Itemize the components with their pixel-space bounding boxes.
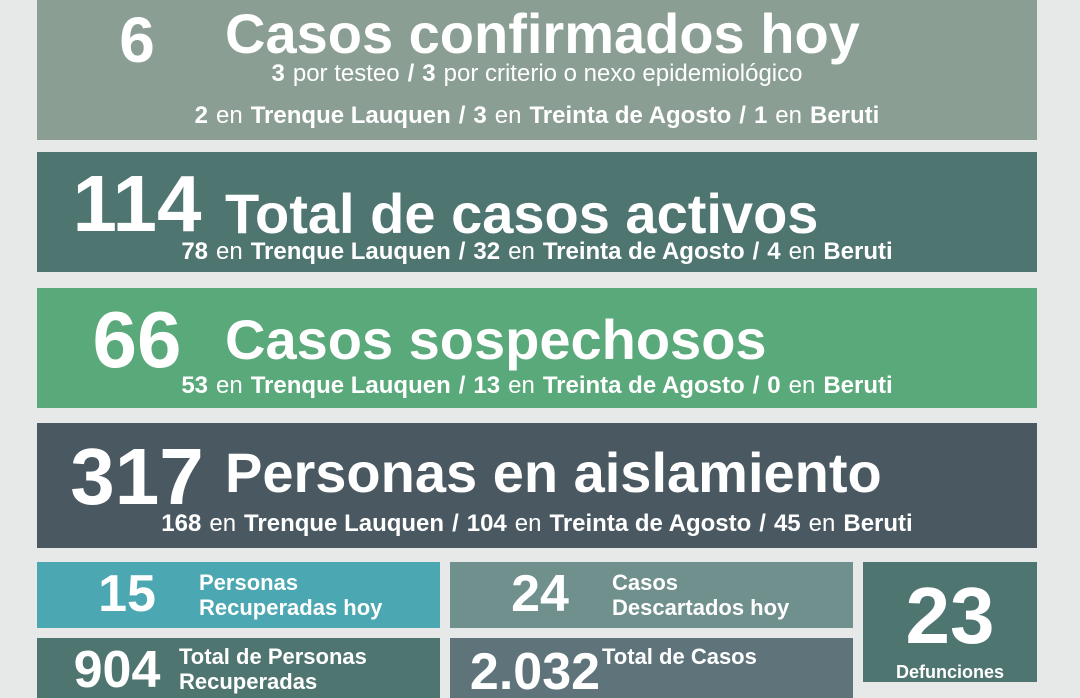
detail-segment: en — [788, 238, 816, 265]
detail-segment: 13 — [473, 372, 501, 399]
stat-label: Total de Personas — [179, 644, 367, 669]
panel-title: Total de casos activos — [225, 182, 819, 245]
detail-line: 78 en Trenque Lauquen / 32 en Treinta de Agost… — [37, 240, 1037, 264]
detail-segment: Beruti — [843, 510, 913, 537]
stat-label: Recuperadas hoy — [199, 595, 383, 620]
detail-segment: / — [752, 238, 760, 265]
detail-segment: / — [739, 102, 746, 129]
detail-line: 2 en Trenque Lauquen / 3 en Treinta de Agosto /… — [37, 104, 1037, 128]
detail-segment: 78 — [181, 238, 209, 265]
detail-segment: en — [508, 372, 535, 399]
detail-segment: Trenque Lauquen — [250, 238, 451, 265]
detail-segment: / — [458, 238, 466, 265]
detail-segment: en — [514, 510, 542, 537]
detail-segment: / — [407, 60, 415, 87]
panel-number: 66 — [92, 295, 182, 384]
detail-segment: / — [458, 372, 466, 399]
detail-segment: 1 — [753, 102, 768, 129]
detail-segment: / — [752, 372, 760, 399]
panel: 6 Casos confirmados hoy 3 por testeo/3 por c… — [37, 0, 1037, 140]
stat-number: 2.032 — [469, 643, 601, 698]
stat-number: 24 — [511, 565, 569, 623]
detail-segment: 53 — [181, 372, 209, 399]
detail-line: 53 en Trenque Lauquen / 13 en Treinta de Agost… — [37, 374, 1037, 398]
stat-box: 2.032 Total de Casos — [450, 638, 853, 698]
detail-line: 168 en Trenque Lauquen / 104 en Treinta de Ago… — [37, 512, 1037, 536]
stat-number: 904 — [73, 641, 161, 698]
stat-box: 904 Total de Personas Recuperadas — [37, 638, 440, 698]
detail-segment: en — [788, 372, 816, 399]
detail-segment: Treinta de Agosto — [542, 238, 745, 265]
panel: 114 Total de casos activos 78 en Trenque Lau… — [37, 152, 1037, 272]
stat-label: Recuperadas — [179, 669, 318, 694]
detail-segment: en — [209, 510, 237, 537]
detail-segment: por testeo — [292, 60, 400, 87]
stat-box: 24 Casos Descartados hoy — [450, 562, 853, 628]
panel-title: Personas en aislamiento — [225, 441, 882, 504]
stat-box: 15 Personas Recuperadas hoy — [37, 562, 440, 628]
stat-label: Personas — [199, 570, 299, 595]
panel: 66 Casos sospechosos 53 en Trenque Lauquen / 1… — [37, 288, 1037, 408]
detail-segment: Beruti — [810, 102, 880, 129]
stat-label: Total de Casos — [602, 644, 757, 669]
detail-segment: en — [216, 372, 243, 399]
detail-segment: 3 — [271, 60, 285, 87]
detail-segment: 3 — [473, 102, 487, 129]
detail-segment: en — [494, 102, 522, 129]
detail-segment: Treinta de Agosto — [542, 372, 745, 399]
detail-segment: 3 — [422, 60, 436, 87]
stat-box: 23 Defunciones — [863, 562, 1037, 682]
detail-segment: en — [775, 102, 802, 129]
detail-segment: / — [458, 102, 466, 129]
panel-number: 6 — [119, 4, 155, 76]
panel-number: 114 — [72, 159, 202, 248]
detail-segment: Trenque Lauquen — [244, 510, 445, 537]
detail-segment: Trenque Lauquen — [250, 102, 451, 129]
detail-segment: 4 — [767, 238, 781, 265]
stat-number: 23 — [905, 571, 995, 660]
detail-segment: 168 — [161, 510, 202, 537]
detail-line: 3 por testeo / 3 por criterio o nexo epidemi… — [37, 62, 1037, 86]
stat-label: Casos — [612, 570, 679, 595]
detail-segment: 0 — [767, 372, 781, 399]
detail-segment: en — [508, 238, 535, 265]
detail-segment: Beruti — [823, 372, 893, 399]
panel: 317 Personas en aislamiento 168 en Trenque L… — [37, 423, 1037, 548]
stat-label: Defunciones — [895, 662, 1005, 682]
detail-segment: en — [216, 102, 243, 129]
panel-number: 317 — [70, 432, 204, 521]
detail-segment: Treinta de Agosto — [549, 510, 752, 537]
stat-number: 15 — [98, 565, 156, 623]
detail-segment: 32 — [473, 238, 501, 265]
detail-segment: 2 — [194, 102, 209, 129]
infographic: 6 Casos confirmados hoy 3 por testeo/3 por c… — [37, 0, 1037, 698]
detail-segment: / — [452, 510, 459, 537]
panel-title: Casos confirmados hoy — [225, 2, 860, 65]
detail-segment: Trenque Lauquen — [250, 372, 451, 399]
detail-segment: en — [808, 510, 836, 537]
detail-segment: Treinta de Agosto — [529, 102, 732, 129]
stat-label: Descartados hoy — [612, 595, 790, 620]
detail-segment: 45 — [773, 510, 801, 537]
detail-segment: / — [759, 510, 766, 537]
detail-segment: Beruti — [823, 238, 893, 265]
panel-title: Casos sospechosos — [225, 308, 767, 371]
detail-segment: por criterio o nexo epidemiológico — [443, 60, 803, 87]
detail-segment: 104 — [466, 510, 507, 537]
detail-segment: en — [216, 238, 243, 265]
